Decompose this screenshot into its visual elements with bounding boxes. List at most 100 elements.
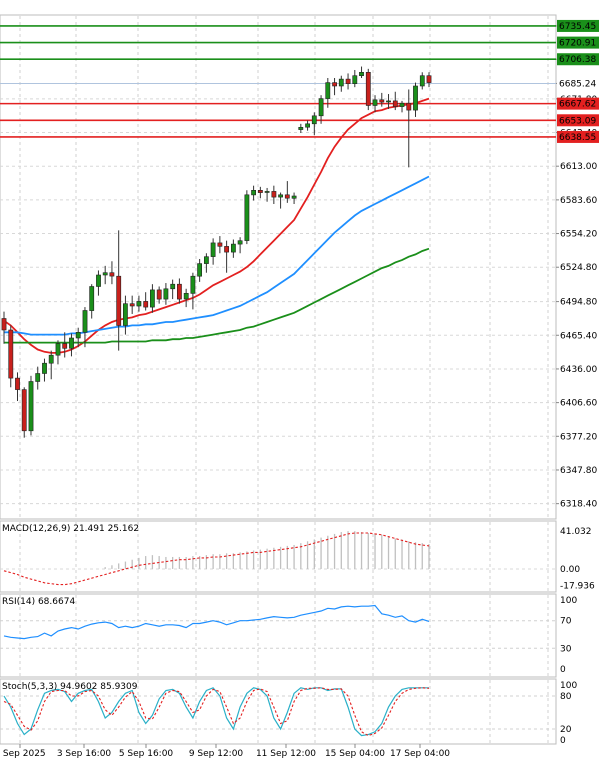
rsi-y-tick-label: 30: [560, 644, 572, 654]
candle-body: [197, 263, 202, 277]
candle-body: [35, 373, 41, 382]
candle-body: [345, 78, 351, 84]
candle-body: [42, 362, 47, 374]
current-price-tag: [557, 77, 599, 90]
candle-body: [204, 256, 209, 264]
candle-body: [379, 99, 385, 103]
y-tick-label: 6318.40: [560, 500, 597, 510]
rsi-y-tick-label: 100: [560, 596, 577, 606]
candle-body: [399, 102, 405, 107]
candle-body: [217, 242, 223, 247]
candle-body: [224, 246, 229, 253]
y-tick-label: 6465.40: [560, 331, 597, 341]
candle-body: [150, 289, 155, 308]
candle-body: [109, 272, 115, 277]
candle-body: [392, 100, 398, 107]
resistance-tag: [557, 53, 599, 66]
resistance-tag: [557, 19, 599, 32]
candle-body: [237, 240, 243, 245]
candle-body: [123, 303, 128, 326]
candle-body: [413, 85, 418, 111]
moving-average-line: [3, 97, 430, 354]
candle-body: [136, 301, 142, 307]
x-tick-label: 1 Sep 2025: [0, 749, 46, 759]
candle-body: [170, 283, 176, 290]
moving-average-line: [4, 175, 430, 336]
y-tick-label: 6554.20: [560, 230, 597, 240]
candle-body: [210, 242, 216, 257]
x-tick-label: 15 Sep 04:00: [325, 749, 385, 759]
candle-body: [96, 274, 101, 287]
candle-body: [318, 98, 324, 117]
resistance-label: 6706.38: [559, 55, 596, 65]
candle-body: [271, 191, 277, 198]
candle-body: [365, 72, 371, 106]
candle-body: [386, 100, 391, 103]
candle-body: [163, 288, 169, 300]
candle-body: [352, 75, 358, 84]
candle-body: [1, 318, 7, 331]
support-tag: [557, 97, 599, 110]
candle-body: [406, 102, 412, 111]
candle-body: [251, 190, 256, 196]
candle-body: [305, 123, 310, 128]
y-tick-label: 6406.60: [560, 399, 597, 409]
candle-body: [8, 329, 14, 379]
macd-y-tick-label: 41.032: [560, 527, 592, 537]
candle-body: [89, 286, 95, 311]
x-tick-label: 17 Sep 04:00: [390, 749, 450, 759]
macd-y-tick-label: 0.00: [560, 565, 580, 575]
support-tag: [557, 130, 599, 143]
candle-body: [116, 275, 122, 326]
candle-body: [156, 289, 162, 300]
macd-title: MACD(12,26,9) 21.491 25.162: [2, 524, 139, 534]
y-tick-label: 6494.80: [560, 298, 597, 308]
candle-body: [82, 310, 88, 333]
y-tick-label: 6436.00: [560, 365, 597, 375]
stoch-y-tick-label: 100: [560, 681, 577, 691]
resistance-tag: [557, 36, 599, 49]
support-tag: [557, 114, 599, 127]
panel-frame-macd: [0, 520, 557, 593]
stoch-y-tick-label: 80: [560, 692, 572, 702]
resistance-label: 6720.91: [559, 39, 596, 49]
y-tick-label: 6347.80: [560, 466, 597, 476]
x-tick-label: 5 Sep 16:00: [119, 749, 174, 759]
candle-body: [143, 301, 149, 308]
stoch-y-tick-label: 20: [560, 725, 572, 735]
rsi-y-tick-label: 70: [560, 617, 572, 627]
current-price-label: 6685.24: [559, 79, 596, 89]
support-label: 6638.55: [559, 133, 596, 143]
panel-frame-rsi: [0, 593, 557, 678]
candle-body: [55, 343, 61, 356]
candle-body: [325, 82, 331, 99]
candle-body: [190, 275, 196, 294]
y-tick-label: 6524.80: [560, 263, 597, 273]
stoch-k-line: [3, 687, 429, 737]
rsi-y-tick-label: 0: [560, 665, 566, 675]
candle-body: [62, 343, 68, 349]
candle-body: [359, 72, 364, 77]
panel-frame-stoch: [0, 678, 557, 745]
candle-body: [69, 337, 74, 349]
candle-body: [129, 303, 135, 307]
support-label: 6653.09: [559, 116, 596, 126]
candle-body: [298, 127, 304, 130]
stoch-title: Stoch(5,3,3) 94.9602 85.9309: [2, 682, 138, 692]
rsi-title: RSI(14) 68.6674: [2, 597, 75, 607]
macd-signal-line: [3, 532, 430, 586]
macd-y-tick-label: -17.936: [560, 581, 595, 591]
x-tick-label: 3 Sep 16:00: [57, 749, 112, 759]
candle-body: [338, 78, 344, 87]
stoch-d-line: [3, 687, 430, 737]
y-tick-label: 6377.20: [560, 432, 597, 442]
candle-body: [48, 354, 54, 364]
candle-body: [102, 272, 108, 276]
moving-average-line: [4, 247, 430, 344]
candle-body: [15, 377, 20, 390]
candle-body: [28, 381, 34, 432]
x-tick-label: 9 Sep 12:00: [189, 749, 244, 759]
